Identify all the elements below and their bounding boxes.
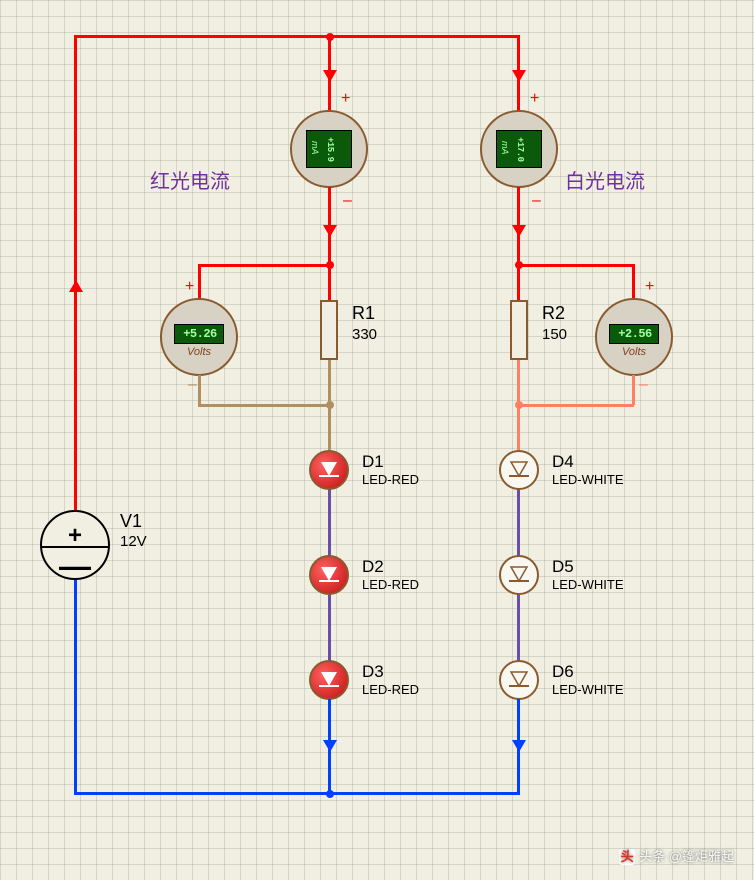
ammeter-2: mA +17.0 — [480, 110, 558, 188]
wire-d5-d6 — [517, 594, 520, 661]
vm1-value: +5.26 — [183, 327, 217, 341]
node-bottom-split — [326, 790, 334, 798]
led-d5 — [499, 555, 539, 595]
vm1-plus: + — [185, 278, 194, 296]
r2-ref: R2 — [542, 303, 565, 324]
wire-d1-d2 — [328, 489, 331, 556]
resistor-r2 — [510, 300, 528, 360]
a2-plus: + — [530, 90, 539, 108]
r2-val: 150 — [542, 326, 567, 343]
d5-ref: D5 — [552, 557, 574, 577]
arrow-down-a2 — [512, 70, 526, 82]
a2-display: mA +17.0 — [496, 130, 542, 168]
d2-type: LED-RED — [362, 577, 419, 592]
resistor-r1 — [320, 300, 338, 360]
v1-minus-icon: — — [42, 556, 108, 576]
led-d3 — [309, 660, 349, 700]
a1-unit: mA — [310, 141, 320, 155]
ammeter-1: mA +15.9 — [290, 110, 368, 188]
wire-vm1-return-h — [198, 404, 329, 407]
wire-v1-down — [74, 580, 77, 794]
wire-d2-d3 — [328, 594, 331, 661]
voltmeter-2: +2.56 Volts — [595, 298, 673, 376]
wire-vm1-return-v — [198, 375, 201, 405]
label-red-current: 红光电流 — [150, 165, 230, 194]
led-d4 — [499, 450, 539, 490]
wire-to-vm2-down — [632, 264, 635, 299]
a1-minus: – — [343, 192, 352, 210]
arrow-down-a1 — [323, 70, 337, 82]
a1-display: mA +15.9 — [306, 130, 352, 168]
d1-ref: D1 — [362, 452, 384, 472]
arrow-a2-down — [512, 225, 526, 237]
d4-ref: D4 — [552, 452, 574, 472]
vm1-minus: – — [188, 376, 197, 394]
watermark-text: 头条 @篷炬雅起 — [639, 849, 734, 864]
wire-a1-to-r1 — [328, 187, 331, 300]
watermark: 头头条 @篷炬雅起 — [619, 846, 734, 865]
vm2-unit: Volts — [597, 346, 671, 358]
r1-ref: R1 — [352, 303, 375, 324]
r1-val: 330 — [352, 326, 377, 343]
d6-ref: D6 — [552, 662, 574, 682]
d2-ref: D2 — [362, 557, 384, 577]
a1-plus: + — [341, 90, 350, 108]
vm2-value: +2.56 — [618, 327, 652, 341]
arrow-d6-down — [512, 740, 526, 752]
wire-vm2-return-h — [519, 404, 634, 407]
vm2-display: +2.56 — [609, 324, 659, 344]
a1-value: +15.9 — [325, 137, 335, 162]
v1-ref: V1 — [120, 511, 142, 532]
vm1-display: +5.26 — [174, 324, 224, 344]
d3-type: LED-RED — [362, 682, 419, 697]
d3-ref: D3 — [362, 662, 384, 682]
node-top-split — [326, 33, 334, 41]
a2-value: +17.0 — [515, 137, 525, 162]
vm2-minus: – — [639, 376, 648, 394]
led-d2 — [309, 555, 349, 595]
wire-vm2-return-v — [632, 375, 635, 405]
d1-type: LED-RED — [362, 472, 419, 487]
d5-type: LED-WHITE — [552, 577, 624, 592]
wire-to-vm2-top — [519, 264, 634, 267]
led-d1 — [309, 450, 349, 490]
wire-to-vm1-top — [198, 264, 329, 267]
arrow-a1-down — [323, 225, 337, 237]
watermark-logo: 头 — [619, 849, 635, 865]
arrow-up — [69, 280, 83, 292]
led-d6 — [499, 660, 539, 700]
arrow-d3-down — [323, 740, 337, 752]
vm2-plus: + — [645, 278, 654, 296]
wire-a2-to-r2 — [517, 187, 520, 300]
wire-to-vm1-down — [198, 264, 201, 299]
v1-val: 12V — [120, 533, 147, 550]
voltage-source: + — — [40, 510, 110, 580]
wire-bottom-bus — [74, 792, 520, 795]
d6-type: LED-WHITE — [552, 682, 624, 697]
wire-top-bus — [74, 35, 519, 38]
label-white-current: 白光电流 — [565, 165, 645, 194]
a2-unit: mA — [500, 141, 510, 155]
wire-v1-up — [74, 35, 77, 510]
a2-minus: – — [532, 192, 541, 210]
wire-d4-d5 — [517, 489, 520, 556]
d4-type: LED-WHITE — [552, 472, 624, 487]
circuit-canvas: + mA +15.9 – + mA +17.0 – 红光电流 白光电流 + + … — [0, 0, 754, 880]
vm1-unit: Volts — [162, 346, 236, 358]
voltmeter-1: +5.26 Volts — [160, 298, 238, 376]
